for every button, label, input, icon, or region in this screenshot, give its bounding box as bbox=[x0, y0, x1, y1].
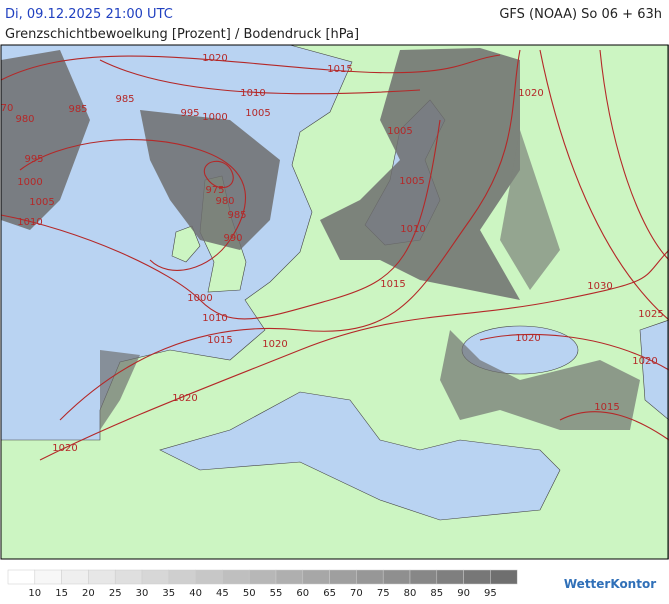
isobar-label: 1020 bbox=[515, 333, 540, 344]
legend-swatch bbox=[7, 569, 36, 585]
isobar-label: 1020 bbox=[202, 53, 227, 64]
isobar-label: 1010 bbox=[240, 88, 265, 99]
isobar-label: 1020 bbox=[632, 356, 657, 367]
brand: WetterKontor bbox=[564, 577, 656, 591]
legend-label: 60 bbox=[296, 588, 309, 599]
legend: 10 15 20 25 30 35 40 45 50 55 60 65 70 75 80 85 90 95 bbox=[7, 569, 518, 599]
legend-swatch bbox=[61, 569, 89, 585]
isobar-label: 1010 bbox=[400, 224, 425, 235]
isobar-label: 1025 bbox=[638, 309, 663, 320]
isobar-label: 1010 bbox=[202, 313, 227, 324]
legend-swatch bbox=[356, 569, 384, 585]
datetime: Di, 09.12.2025 21:00 UTC bbox=[5, 7, 173, 22]
isobar-label: 1005 bbox=[245, 108, 270, 119]
isobar-label: 980 bbox=[15, 114, 34, 125]
legend-swatch bbox=[34, 569, 62, 585]
isobar-label: 1000 bbox=[202, 112, 227, 123]
isobar-label: 1000 bbox=[17, 177, 42, 188]
isobar-label: 70 bbox=[1, 103, 14, 114]
isobar-label: 1015 bbox=[327, 64, 352, 75]
legend-swatch bbox=[302, 569, 330, 585]
isobar-label: 1020 bbox=[262, 339, 287, 350]
legend-swatch bbox=[275, 569, 304, 585]
legend-label: 80 bbox=[404, 588, 417, 599]
legend-swatch bbox=[329, 569, 357, 585]
isobar-label: 1020 bbox=[518, 88, 543, 99]
legend-label: 70 bbox=[350, 588, 363, 599]
subtitle: Grenzschichtbewoelkung [Prozent] / Boden… bbox=[5, 27, 359, 42]
legend-swatch bbox=[141, 569, 170, 585]
legend-label: 55 bbox=[270, 588, 283, 599]
legend-label: 45 bbox=[216, 588, 229, 599]
legend-label: 40 bbox=[189, 588, 202, 599]
legend-swatch bbox=[463, 569, 491, 585]
legend-label: 25 bbox=[109, 588, 122, 599]
isobar-label: 990 bbox=[223, 233, 242, 244]
model-run: GFS (NOAA) So 06 + 63h bbox=[499, 7, 662, 22]
legend-label: 75 bbox=[377, 588, 390, 599]
legend-swatch bbox=[114, 569, 143, 585]
isobar-label: 985 bbox=[227, 210, 246, 221]
map-frame bbox=[0, 44, 669, 560]
legend-swatch bbox=[195, 569, 223, 585]
legend-swatch bbox=[222, 569, 250, 585]
isobar-label: 1020 bbox=[52, 443, 77, 454]
isobars bbox=[0, 49, 669, 461]
legend-swatch bbox=[382, 569, 411, 585]
legend-swatch bbox=[436, 569, 464, 585]
legend-label: 90 bbox=[457, 588, 470, 599]
isobar-label: 995 bbox=[24, 154, 43, 165]
legend-label: 65 bbox=[323, 588, 336, 599]
isobar-label: 1005 bbox=[387, 126, 412, 137]
isobar-label: 1005 bbox=[399, 176, 424, 187]
legend-swatch bbox=[409, 569, 438, 585]
isobar-label: 1030 bbox=[587, 281, 612, 292]
isobar-label: 1015 bbox=[207, 335, 232, 346]
isobar-label: 975 bbox=[205, 185, 224, 196]
isobar-label: 1020 bbox=[172, 393, 197, 404]
legend-swatch bbox=[168, 569, 196, 585]
isobar-label: 985 bbox=[68, 104, 87, 115]
legend-swatch bbox=[248, 569, 277, 585]
clouds bbox=[1, 48, 640, 430]
mediterranean bbox=[159, 391, 561, 521]
isobar-label: 1010 bbox=[17, 217, 42, 228]
legend-swatch bbox=[490, 569, 518, 585]
isobar-label: 1005 bbox=[29, 197, 54, 208]
isobar-label: 1015 bbox=[594, 402, 619, 413]
legend-label: 85 bbox=[430, 588, 443, 599]
legend-label: 10 bbox=[28, 588, 41, 599]
isobar-label: 1000 bbox=[187, 293, 212, 304]
isobar-label: 1015 bbox=[380, 279, 405, 290]
legend-label: 20 bbox=[82, 588, 95, 599]
legend-label: 95 bbox=[484, 588, 497, 599]
legend-label: 35 bbox=[162, 588, 175, 599]
legend-label: 15 bbox=[55, 588, 68, 599]
ireland bbox=[171, 225, 201, 263]
isobar-label: 995 bbox=[180, 108, 199, 119]
legend-swatch bbox=[88, 569, 116, 585]
caspian-sea bbox=[639, 319, 669, 421]
isobar-label: 980 bbox=[215, 196, 234, 207]
legend-label: 50 bbox=[243, 588, 256, 599]
isobar-label: 985 bbox=[115, 94, 134, 105]
legend-label: 30 bbox=[136, 588, 149, 599]
